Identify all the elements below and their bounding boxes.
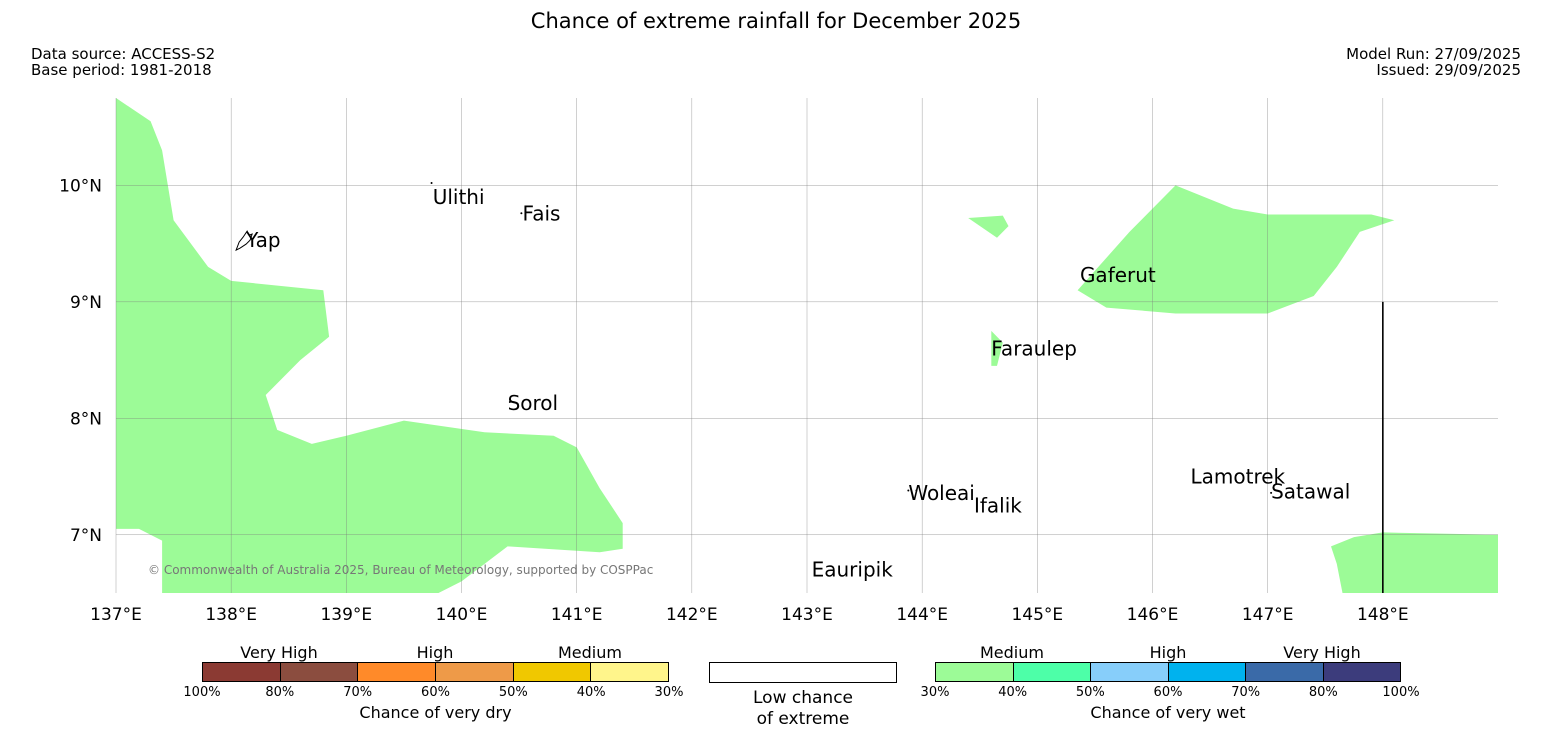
meta-left: Data source: ACCESS-S2 Base period: 1981… — [31, 46, 215, 78]
wet-swatch-2 — [1090, 663, 1168, 681]
lat-label-7: 7°N — [70, 526, 102, 546]
lon-label-137: 137°E — [90, 605, 142, 625]
place-label-ifalik: Ifalik — [974, 494, 1022, 518]
wet-tick-6: 100% — [1382, 685, 1420, 700]
low-chance-label: Low chance of extreme — [709, 688, 897, 730]
wet-swatch-3 — [1167, 663, 1245, 681]
lon-label-141: 141°E — [551, 605, 603, 625]
yap-island-outline — [235, 230, 253, 252]
dry-tick-2: 70% — [343, 685, 373, 700]
lon-label-146: 146°E — [1127, 605, 1179, 625]
wet-region-west — [116, 98, 623, 593]
chart-title: Chance of extreme rainfall for December … — [530, 9, 1022, 33]
atoll-dot-1 — [520, 212, 523, 215]
low-chance-box — [709, 662, 897, 683]
wet-region-northeast — [1077, 185, 1395, 314]
lon-label-147: 147°E — [1242, 605, 1294, 625]
wet-cat-medium: Medium — [980, 643, 1044, 662]
lon-label-145: 145°E — [1011, 605, 1063, 625]
place-label-eauripik: Eauripik — [812, 558, 894, 582]
low-chance-line1: Low chance — [753, 688, 853, 708]
wet-tick-5: 80% — [1308, 685, 1338, 700]
lat-label-9: 9°N — [70, 293, 102, 313]
place-label-yap: Yap — [245, 228, 280, 252]
dry-cat-medium: Medium — [558, 643, 622, 662]
wet-swatch-5 — [1322, 663, 1400, 681]
wet-swatch-4 — [1245, 663, 1323, 681]
dry-tick-3: 60% — [421, 685, 450, 700]
dry-swatch-5 — [590, 663, 669, 681]
wet-colorbar-label: Chance of very wet — [1090, 703, 1246, 722]
place-label-satawal: Satawal — [1271, 480, 1350, 504]
copyright-note: © Commonwealth of Australia 2025, Bureau… — [148, 563, 653, 577]
meta-right: Model Run: 27/09/2025 Issued: 29/09/2025 — [1346, 46, 1521, 78]
dry-tick-1: 80% — [265, 685, 295, 700]
issued-date: Issued: 29/09/2025 — [1376, 61, 1521, 79]
dry-tick-0: 100% — [183, 685, 221, 700]
wet-swatch-0 — [936, 663, 1013, 681]
atoll-dot-3 — [907, 489, 910, 492]
lon-label-142: 142°E — [666, 605, 718, 625]
dry-swatch-4 — [512, 663, 591, 681]
dry-cat-high: High — [416, 643, 454, 662]
wet-tick-3: 60% — [1153, 685, 1183, 700]
dry-cat-very-high: Very High — [240, 643, 318, 662]
wet-region-southeast — [1331, 532, 1498, 593]
dry-swatch-1 — [279, 663, 358, 681]
dry-swatch-0 — [203, 663, 280, 681]
dry-swatch-3 — [435, 663, 513, 681]
place-label-faraulep: Faraulep — [991, 336, 1077, 360]
atoll-dot-4 — [915, 489, 918, 492]
lon-label-138: 138°E — [205, 605, 257, 625]
lon-label-144: 144°E — [896, 605, 948, 625]
wet-region-small-2 — [991, 330, 1003, 366]
dry-tick-6: 30% — [654, 685, 684, 700]
wet-tick-4: 70% — [1231, 685, 1261, 700]
lat-label-8: 8°N — [70, 409, 102, 429]
atoll-dot-5 — [1270, 491, 1273, 494]
wet-tick-2: 50% — [1075, 685, 1105, 700]
dry-colorbar-label: Chance of very dry — [359, 703, 512, 722]
data-source: Data source: ACCESS-S2 — [31, 45, 216, 63]
model-run: Model Run: 27/09/2025 — [1346, 45, 1521, 63]
lat-label-10: 10°N — [59, 176, 102, 196]
dry-swatch-2 — [357, 663, 436, 681]
wet-region-small-1 — [968, 215, 1009, 238]
dry-tick-5: 40% — [576, 685, 606, 700]
place-label-fais: Fais — [523, 201, 561, 225]
atoll-dot-0 — [430, 182, 433, 185]
lon-label-139: 139°E — [320, 605, 372, 625]
base-period: Base period: 1981-2018 — [31, 61, 212, 79]
wet-cat-high: High — [1149, 643, 1187, 662]
wet-colorbar — [935, 662, 1401, 682]
place-label-lamotrek: Lamotrek — [1191, 465, 1286, 489]
place-label-woleai: Woleai — [908, 481, 975, 505]
wet-cat-very-high: Very High — [1283, 643, 1361, 662]
place-label-gaferut: Gaferut — [1080, 263, 1156, 287]
wet-tick-0: 30% — [920, 685, 950, 700]
lon-label-148: 148°E — [1357, 605, 1409, 625]
dry-tick-4: 50% — [498, 685, 528, 700]
low-chance-line2: of extreme — [756, 709, 850, 729]
lon-label-140: 140°E — [436, 605, 488, 625]
lon-label-143: 143°E — [781, 605, 833, 625]
place-label-ulithi: Ulithi — [433, 185, 485, 209]
dry-colorbar — [202, 662, 669, 682]
place-label-sorol: Sorol — [508, 391, 559, 415]
wet-tick-1: 40% — [998, 685, 1028, 700]
wet-swatch-1 — [1012, 663, 1090, 681]
atoll-dot-2 — [508, 400, 511, 403]
